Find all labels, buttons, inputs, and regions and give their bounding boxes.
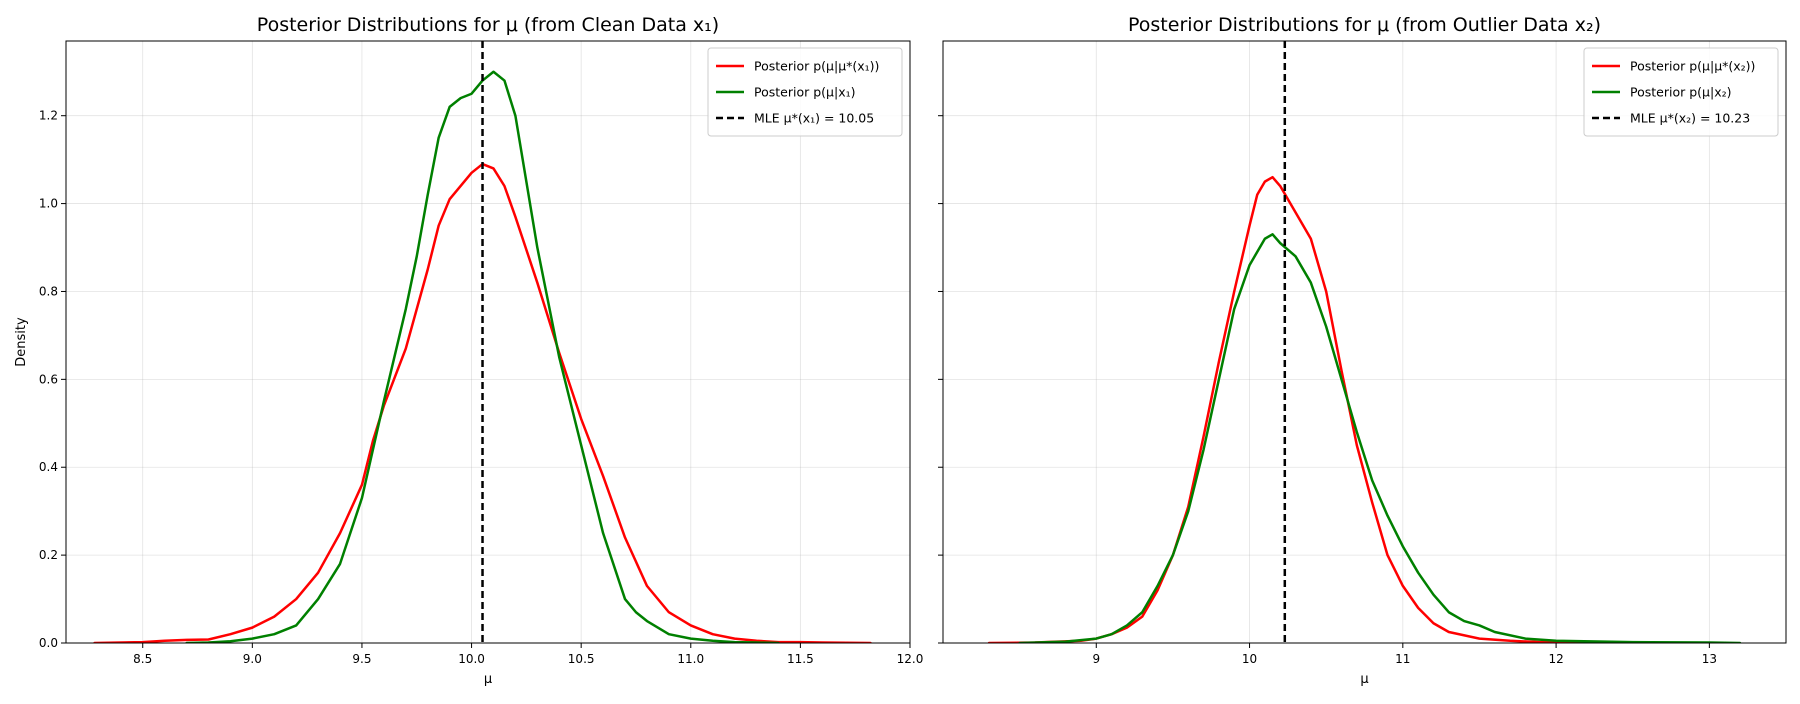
legend-box xyxy=(707,47,903,137)
x-tick-label: 10.5 xyxy=(568,652,595,666)
legend-label: Posterior p(μ|x₁) xyxy=(754,85,855,100)
chart-title: Posterior Distributions for μ (from Outl… xyxy=(1128,14,1601,36)
x-tick-label: 13 xyxy=(1702,652,1717,666)
y-tick-label: 0.6 xyxy=(39,372,58,386)
legend-box xyxy=(1583,47,1779,137)
x-tick-label: 12.0 xyxy=(897,652,924,666)
y-tick-label: 0.2 xyxy=(39,548,58,562)
legend-label: Posterior p(μ|μ*(x₁)) xyxy=(754,59,879,74)
x-tick-label: 12 xyxy=(1548,652,1563,666)
chart-panel-1: 8.5 9.0 9.5 10.0 10.5 11.0 11.5 12.0 0.0 0.2 0.4 0.… xyxy=(14,14,923,687)
x-tick-label: 11 xyxy=(1395,652,1410,666)
y-tick-label: 1.2 xyxy=(39,109,58,123)
axes-frame xyxy=(942,40,1787,644)
x-axis-label: μ xyxy=(1360,672,1368,687)
series-line-2 xyxy=(1018,233,1742,643)
x-tick-label: 11.0 xyxy=(677,652,704,666)
y-tick-label: 0.8 xyxy=(39,284,58,298)
x-axis-label: μ xyxy=(484,672,492,687)
x-tick-label: 9.5 xyxy=(352,652,371,666)
y-tick-label: 1.0 xyxy=(39,197,58,211)
x-tick-label: 10.0 xyxy=(458,652,485,666)
legend-label: MLE μ*(x₁) = 10.05 xyxy=(754,111,874,126)
legend-label: MLE μ*(x₂) = 10.23 xyxy=(1630,111,1750,126)
y-tick-label: 0.0 xyxy=(39,636,58,650)
chart-title: Posterior Distributions for μ (from Clea… xyxy=(257,14,719,36)
x-tick-label: 11.5 xyxy=(787,652,814,666)
x-tick-label: 10 xyxy=(1242,652,1257,666)
series-line-2 xyxy=(185,70,780,643)
x-tick-label: 8.5 xyxy=(133,652,152,666)
series-group xyxy=(93,41,872,643)
legend-label: Posterior p(μ|x₂) xyxy=(1630,85,1731,100)
axes-frame xyxy=(65,40,911,644)
series-line-1 xyxy=(987,175,1604,643)
series-group xyxy=(987,41,1742,643)
x-tick-label: 9 xyxy=(1092,652,1100,666)
chart-panel-2: 9 10 11 12 13 Posterior Distributions for μ (… xyxy=(938,14,1787,687)
legend: Posterior p(μ|μ*(x₁)) Posterior p(μ|x₁) ML… xyxy=(707,47,903,137)
x-tick-label: 9.0 xyxy=(243,652,262,666)
legend: Posterior p(μ|μ*(x₂)) Posterior p(μ|x₂) ML… xyxy=(1583,47,1779,137)
legend-label: Posterior p(μ|μ*(x₂)) xyxy=(1630,59,1755,74)
y-tick-label: 0.4 xyxy=(39,460,58,474)
series-line-1 xyxy=(93,162,872,643)
y-axis-label: Density xyxy=(14,317,29,367)
